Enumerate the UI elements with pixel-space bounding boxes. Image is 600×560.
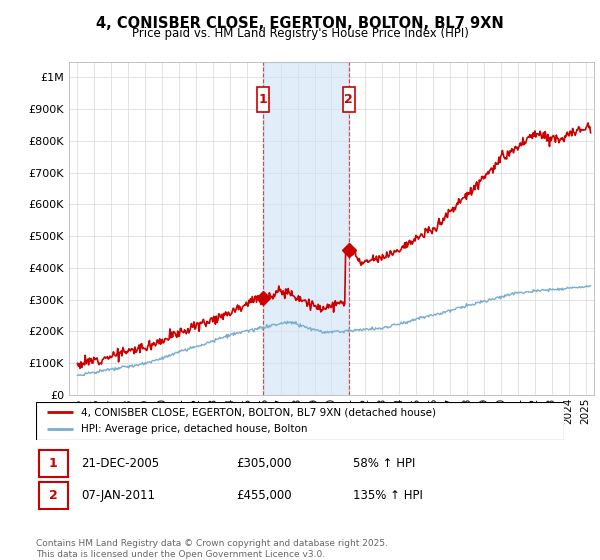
- Text: 1: 1: [49, 457, 58, 470]
- Text: 1: 1: [259, 93, 268, 106]
- Text: 2: 2: [344, 93, 353, 106]
- Bar: [263, 62, 349, 395]
- FancyBboxPatch shape: [343, 87, 355, 113]
- Text: £455,000: £455,000: [236, 489, 292, 502]
- Text: 07-JAN-2011: 07-JAN-2011: [81, 489, 155, 502]
- Text: 2: 2: [49, 489, 58, 502]
- Text: 4, CONISBER CLOSE, EGERTON, BOLTON, BL7 9XN (detached house): 4, CONISBER CLOSE, EGERTON, BOLTON, BL7 …: [81, 407, 436, 417]
- Text: £305,000: £305,000: [236, 457, 292, 470]
- Text: 135% ↑ HPI: 135% ↑ HPI: [353, 489, 422, 502]
- FancyBboxPatch shape: [257, 87, 269, 113]
- Text: 58% ↑ HPI: 58% ↑ HPI: [353, 457, 415, 470]
- Bar: [38, 482, 68, 509]
- Text: Contains HM Land Registry data © Crown copyright and database right 2025.
This d: Contains HM Land Registry data © Crown c…: [36, 539, 388, 559]
- Text: 21-DEC-2005: 21-DEC-2005: [81, 457, 159, 470]
- Bar: [38, 450, 68, 477]
- Text: Price paid vs. HM Land Registry's House Price Index (HPI): Price paid vs. HM Land Registry's House …: [131, 27, 469, 40]
- Text: 4, CONISBER CLOSE, EGERTON, BOLTON, BL7 9XN: 4, CONISBER CLOSE, EGERTON, BOLTON, BL7 …: [96, 16, 504, 31]
- Text: HPI: Average price, detached house, Bolton: HPI: Average price, detached house, Bolt…: [81, 424, 307, 434]
